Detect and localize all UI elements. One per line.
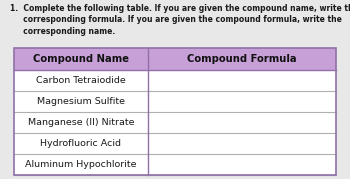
Text: Aluminum Hypochlorite: Aluminum Hypochlorite — [25, 160, 136, 169]
Text: 1.  Complete the following table. If you are given the compound name, write the
: 1. Complete the following table. If you … — [10, 4, 350, 36]
Text: Carbon Tetraiodide: Carbon Tetraiodide — [36, 76, 126, 85]
Bar — [14, 48, 336, 175]
Text: Manganese (II) Nitrate: Manganese (II) Nitrate — [28, 118, 134, 127]
Text: Magnesium Sulfite: Magnesium Sulfite — [37, 97, 125, 106]
Text: Compound Name: Compound Name — [33, 54, 129, 64]
Text: Hydrofluoric Acid: Hydrofluoric Acid — [40, 139, 121, 148]
Bar — [14, 48, 336, 69]
Text: Compound Formula: Compound Formula — [187, 54, 297, 64]
Bar — [14, 48, 336, 175]
